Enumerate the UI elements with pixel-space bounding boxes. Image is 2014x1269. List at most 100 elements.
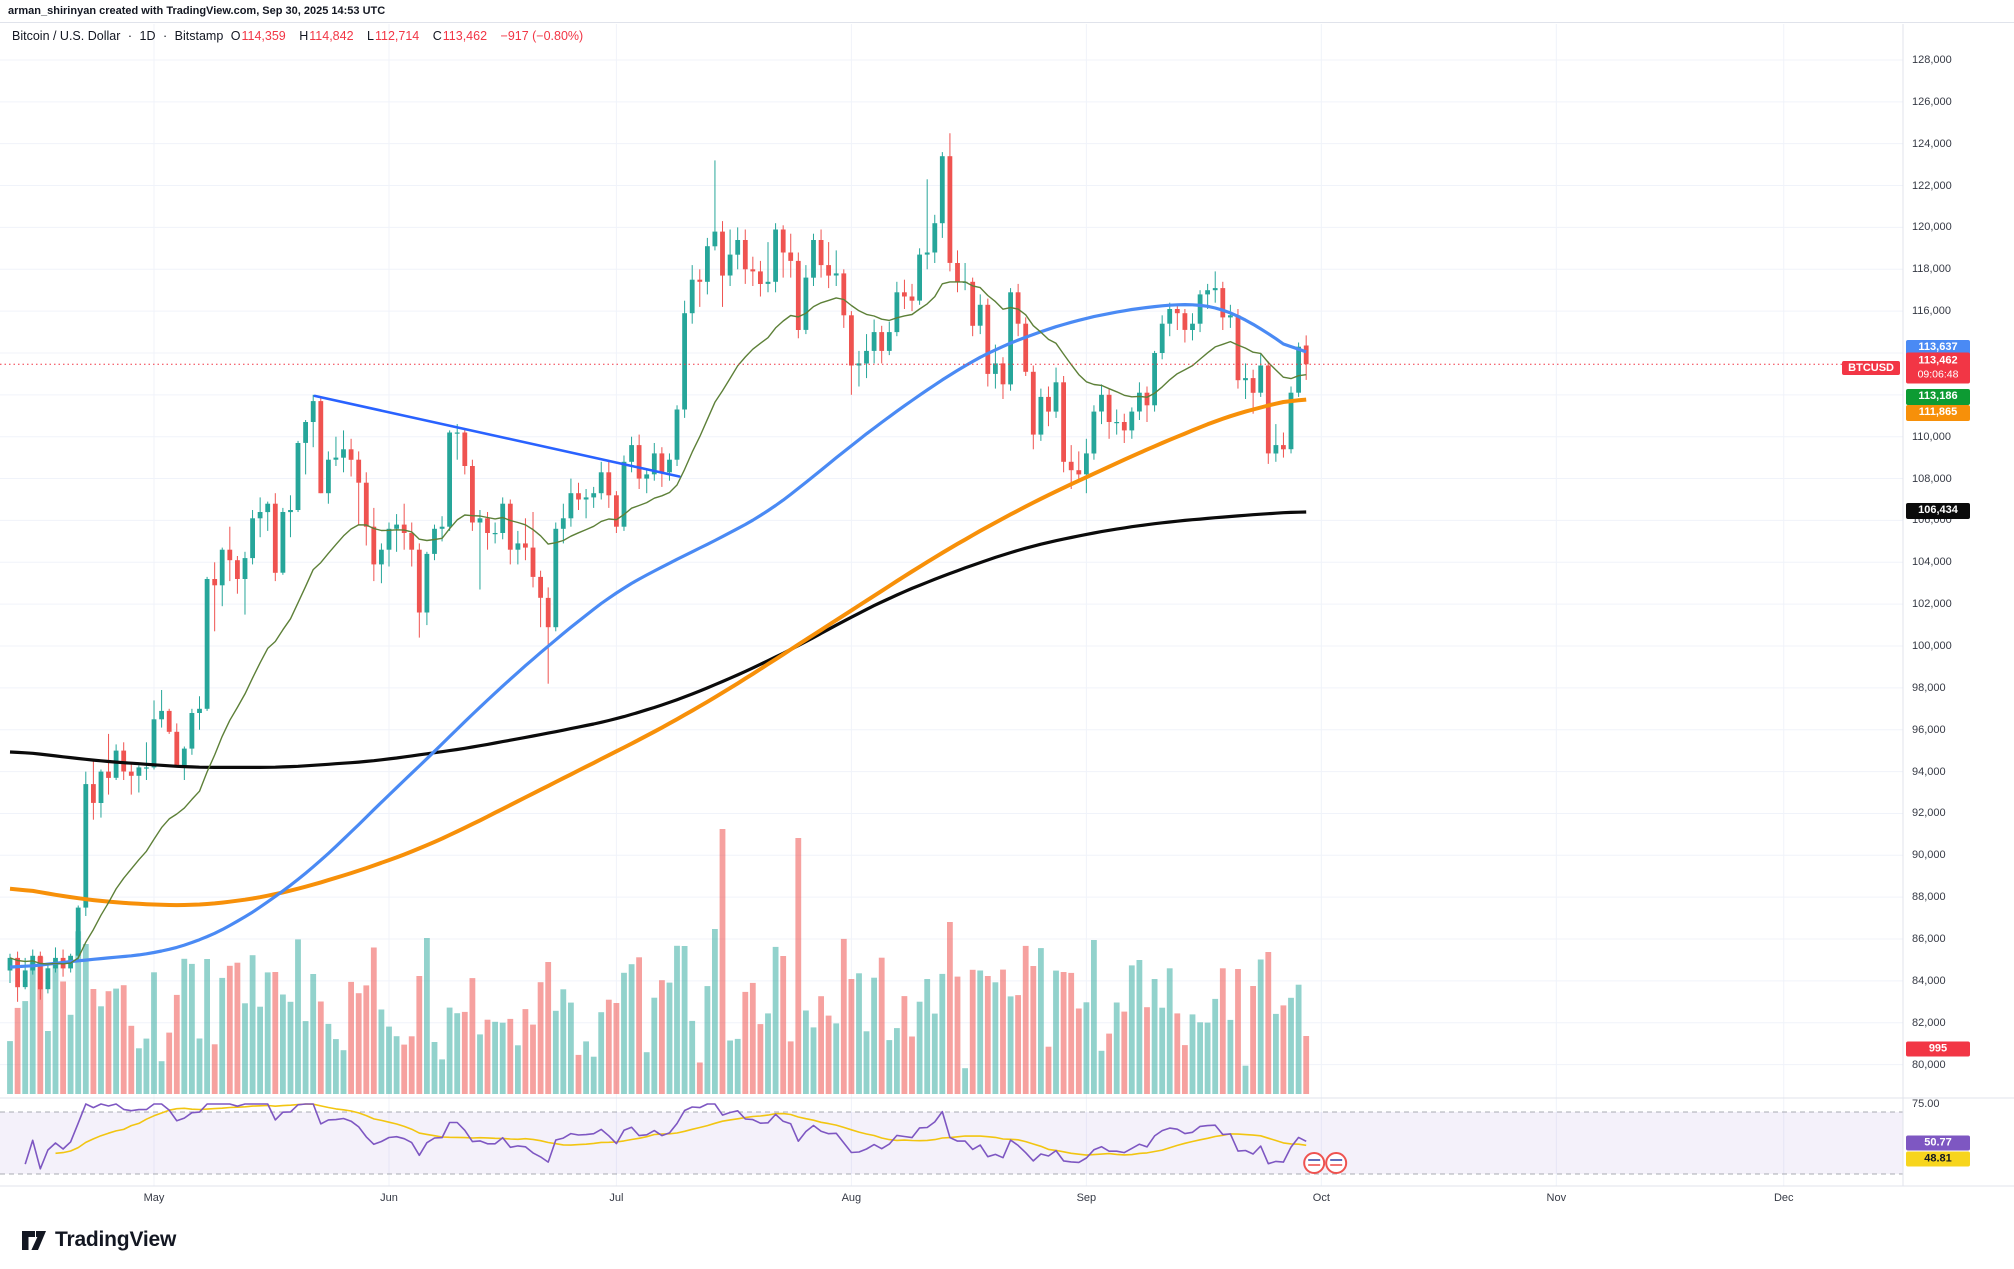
price-axis-tick[interactable]: 108,000	[1912, 472, 1952, 485]
volume-bar	[659, 980, 665, 1094]
candle-body	[181, 748, 187, 766]
candle-body	[1038, 396, 1044, 435]
volume-bar	[52, 964, 59, 1094]
volume-bar	[370, 947, 377, 1094]
volume-bar	[621, 972, 627, 1094]
candle-body	[917, 254, 922, 301]
volume-bar	[181, 958, 188, 1094]
volume-bar	[302, 1021, 309, 1094]
descending-trendline[interactable]	[313, 394, 681, 478]
candle-body	[803, 277, 809, 330]
volume-bar	[7, 1041, 13, 1094]
time-axis-month-label[interactable]: Dec	[1773, 1192, 1794, 1204]
volume-bar	[333, 1039, 339, 1094]
volume-bar	[105, 991, 112, 1094]
last-price-tag: 113,462 09:06:48	[1906, 352, 1970, 384]
candle-body	[674, 409, 680, 460]
price-axis-tick[interactable]: 80,000	[1912, 1058, 1946, 1071]
candle-body	[985, 304, 991, 374]
price-axis-tick[interactable]: 124,000	[1912, 137, 1952, 150]
symbol-title[interactable]: Bitcoin / U.S. Dollar	[12, 29, 121, 43]
candle-body	[932, 223, 938, 253]
volume-bar	[719, 829, 726, 1094]
high-label: H	[299, 29, 309, 43]
volume-bar	[909, 1036, 915, 1094]
candle-body	[1106, 394, 1112, 422]
price-axis-tick[interactable]: 126,000	[1912, 95, 1952, 108]
price-axis-tick[interactable]: 92,000	[1912, 807, 1946, 820]
candle-body	[1288, 392, 1294, 450]
candle-body	[492, 533, 498, 535]
candle-body	[614, 495, 619, 527]
rsi-line	[24, 1103, 1307, 1170]
price-axis-tick[interactable]: 128,000	[1912, 53, 1952, 66]
volume-bar	[1303, 1036, 1310, 1094]
price-axis-tick[interactable]: 100,000	[1912, 640, 1952, 652]
candle-body	[83, 784, 89, 908]
candle-body	[538, 576, 543, 598]
volume-bar	[113, 988, 119, 1094]
volume-bar	[1053, 970, 1059, 1094]
price-axis-tick[interactable]: 84,000	[1912, 974, 1946, 987]
volume-bar	[1121, 1011, 1128, 1094]
price-axis-tick[interactable]: 118,000	[1912, 263, 1951, 276]
candle-body	[773, 229, 778, 282]
price-axis-tick[interactable]: 90,000	[1912, 849, 1946, 862]
candle-body	[174, 731, 180, 766]
time-axis-month-label[interactable]: Jun	[380, 1192, 398, 1204]
volume-bar	[310, 974, 317, 1094]
volume-bar	[636, 957, 642, 1094]
volume-bar	[552, 1010, 559, 1094]
price-axis-tick[interactable]: 102,000	[1912, 598, 1952, 611]
price-axis-tick[interactable]: 116,000	[1912, 305, 1951, 318]
price-axis-tick[interactable]: 96,000	[1912, 723, 1946, 736]
candle-body	[1296, 346, 1301, 393]
rsi-axis-tick[interactable]: 75.00	[1912, 1098, 1940, 1111]
time-axis-month-label[interactable]: Oct	[1312, 1192, 1330, 1204]
volume-bar	[272, 972, 279, 1094]
candle-body	[1046, 396, 1051, 412]
time-axis-month-label[interactable]: Sep	[1076, 1192, 1097, 1204]
time-axis-month-label[interactable]: Nov	[1546, 1192, 1567, 1204]
volume-bar	[1227, 1019, 1234, 1094]
candle-body	[318, 401, 324, 494]
price-axis-tick[interactable]: 120,000	[1912, 221, 1952, 234]
last-price-tag-value: 113,462	[1918, 354, 1958, 367]
attribution-text: arman_shirinyan created with TradingView…	[8, 5, 386, 17]
candle-body	[477, 518, 483, 523]
candle-body	[523, 543, 528, 548]
price-axis-tick[interactable]: 122,000	[1912, 179, 1952, 192]
volume-bar	[295, 939, 301, 1094]
candle-body	[909, 296, 915, 301]
tradingview-logo[interactable]: TradingView	[20, 1226, 176, 1254]
candle-body	[856, 363, 862, 366]
volume-bar	[507, 1018, 514, 1094]
candle-body	[1129, 411, 1135, 431]
candle-body	[379, 549, 384, 565]
price-axis-tick[interactable]: 88,000	[1912, 891, 1946, 904]
price-axis-tick[interactable]: 94,000	[1912, 765, 1946, 778]
price-axis-tick[interactable]: 110,000	[1912, 430, 1951, 443]
candle-body	[735, 240, 741, 255]
volume-bar	[416, 976, 423, 1094]
volume-bar	[37, 956, 44, 1094]
time-axis-month-label[interactable]: Jul	[609, 1192, 624, 1204]
candle-body	[530, 547, 536, 577]
candle-body	[689, 279, 695, 314]
volume-bar	[1038, 948, 1044, 1094]
candle-body	[432, 528, 437, 554]
price-axis-tick[interactable]: 104,000	[1912, 556, 1952, 569]
candle-body	[189, 713, 195, 749]
time-axis-month-label[interactable]: Aug	[841, 1192, 862, 1204]
time-axis-month-label[interactable]: May	[143, 1192, 165, 1204]
candle-body	[22, 970, 28, 988]
price-axis-tick[interactable]: 98,000	[1912, 681, 1946, 694]
price-axis-tick[interactable]: 86,000	[1912, 933, 1946, 946]
price-axis-tick[interactable]: 82,000	[1912, 1016, 1946, 1029]
candle-body	[272, 503, 278, 573]
volume-bar	[590, 1056, 597, 1094]
ma-orange-tag: 111,865	[1906, 405, 1970, 421]
interval-label[interactable]: 1D	[139, 29, 156, 43]
candle-body	[1265, 365, 1271, 454]
